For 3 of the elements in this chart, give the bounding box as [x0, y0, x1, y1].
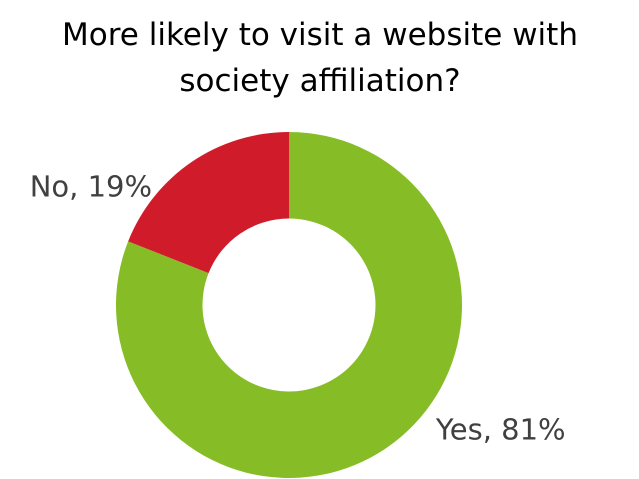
chart-title: More likely to visit a website with society affiliation?: [62, 17, 578, 99]
slice-label: Yes, 81%: [434, 412, 566, 447]
slice-label: No, 19%: [30, 169, 152, 204]
